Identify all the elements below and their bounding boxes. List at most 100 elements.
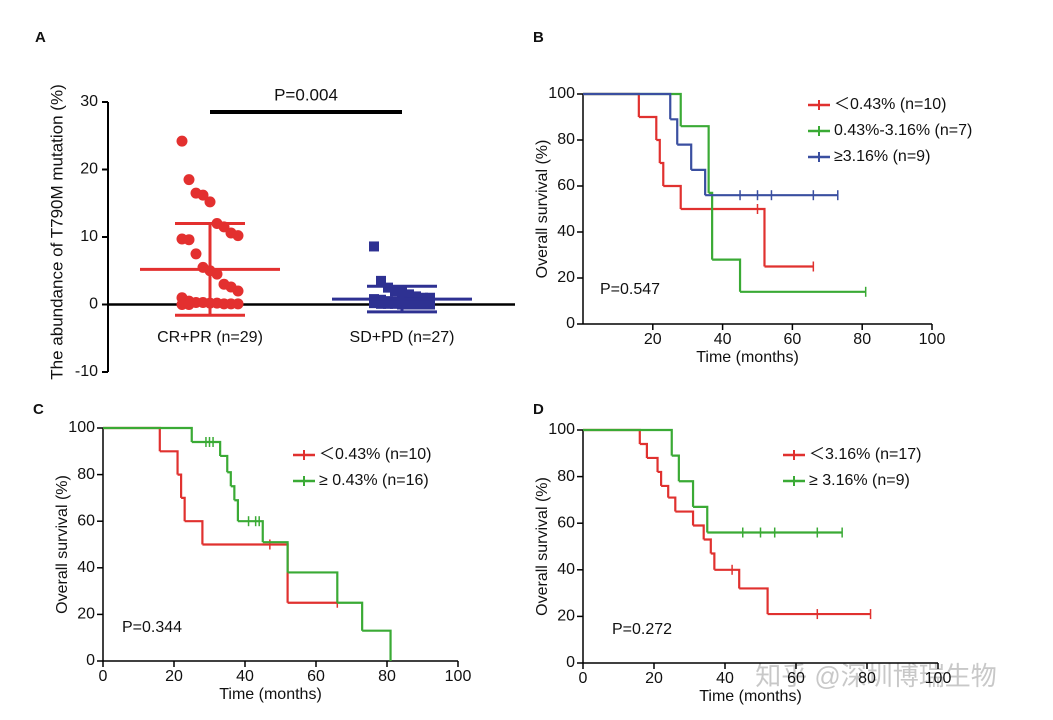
y-tick-label: 40 [557,223,575,240]
data-point [183,234,195,246]
data-point [418,299,428,310]
legend-label: ≥ 0.43% (n=16) [319,472,429,489]
survival-step [191,440,222,456]
data-point [390,298,400,309]
survival-step [739,587,769,615]
x-tick-label: 100 [925,670,952,687]
data-point [404,299,414,310]
survival-step [677,143,693,170]
y-tick-label: 100 [548,85,575,102]
y-axis-label: Overall survival (%) [54,475,71,614]
x-tick-label: 20 [644,331,662,348]
y-tick-label: -10 [75,363,98,380]
x-tick-label: 40 [714,331,732,348]
survival-step [230,485,236,501]
legend-label: ＜0.43% (n=10) [834,96,947,113]
x-tick-label: 20 [645,670,663,687]
x-tick-label: 40 [236,668,254,685]
survival-step [657,470,663,486]
x-tick-label: 100 [445,668,472,685]
survival-step [237,520,264,543]
data-point [190,248,202,260]
survival-step [671,454,680,482]
y-tick-label: 80 [77,466,95,483]
y-tick-label: 20 [557,269,575,286]
x-tick-label: 20 [165,668,183,685]
survival-step [691,168,707,196]
legend-label: ≥3.16% (n=9) [834,148,930,165]
legend-label: 0.43%-3.16% (n=7) [834,122,972,139]
y-tick-label: 10 [80,228,98,245]
legend-label: ＜3.16% (n=17) [809,446,922,463]
data-point [369,241,379,252]
data-point [211,268,223,280]
y-tick-label: 0 [566,654,575,671]
panel-label: B [533,29,544,46]
survival-step [583,428,641,444]
survival-step [693,505,709,533]
x-tick-label: 60 [307,668,325,685]
p-value: P=0.004 [274,85,338,104]
survival-step [659,161,665,186]
x-category-label: CR+PR (n=29) [157,329,263,346]
p-value: P=0.344 [122,619,182,636]
x-tick-label: 80 [378,668,396,685]
y-tick-label: 80 [557,131,575,148]
panel-label: A [35,29,46,46]
y-axis-label: The abundance of T790M mutation (%) [47,84,66,379]
survival-step [639,442,648,458]
y-tick-label: 40 [557,561,575,578]
x-axis-label: Time (months) [696,349,799,366]
data-point [369,298,379,309]
survival-step [184,520,204,545]
survival-step [680,207,766,267]
survival-step [712,258,742,292]
y-tick-label: 20 [80,161,98,178]
x-tick-label: 60 [784,331,802,348]
y-tick-label: 0 [566,315,575,332]
y-tick-label: 60 [557,514,575,531]
survival-step [220,454,229,473]
survival-step [710,552,716,570]
survival-step [703,538,712,554]
y-tick-label: 0 [89,296,98,313]
survival-step [583,428,673,456]
survival-step [287,571,339,603]
data-point [425,299,435,310]
y-tick-label: 30 [80,93,98,110]
p-value: P=0.547 [600,281,660,298]
survival-step [159,450,179,475]
y-tick-label: 40 [77,559,95,576]
survival-step [202,543,289,603]
data-point [197,189,209,201]
survival-step [103,426,161,452]
x-axis-label: Time (months) [219,686,322,703]
x-tick-label: 0 [99,668,108,685]
survival-step [661,484,670,498]
survival-step [656,138,661,163]
data-point [183,299,195,310]
y-tick-label: 60 [77,512,95,529]
y-tick-label: 20 [557,608,575,625]
y-tick-label: 80 [557,468,575,485]
x-tick-label: 0 [579,670,588,687]
survival-step [678,480,695,507]
survival-step [181,496,186,522]
data-point [404,289,414,300]
survival-step [337,601,364,631]
data-point [376,298,386,309]
survival-step [693,524,705,540]
x-tick-label: 80 [853,331,871,348]
legend-label: ＜0.43% (n=10) [319,446,432,463]
y-axis-label: Overall survival (%) [534,477,551,616]
y-tick-label: 100 [68,419,95,436]
data-point [390,286,400,296]
survival-step [227,471,232,487]
survival-step [675,510,695,526]
y-tick-label: 60 [557,177,575,194]
x-tick-label: 100 [919,331,946,348]
x-tick-label: 80 [858,670,876,687]
survival-step [583,92,640,117]
survival-step [646,456,659,472]
